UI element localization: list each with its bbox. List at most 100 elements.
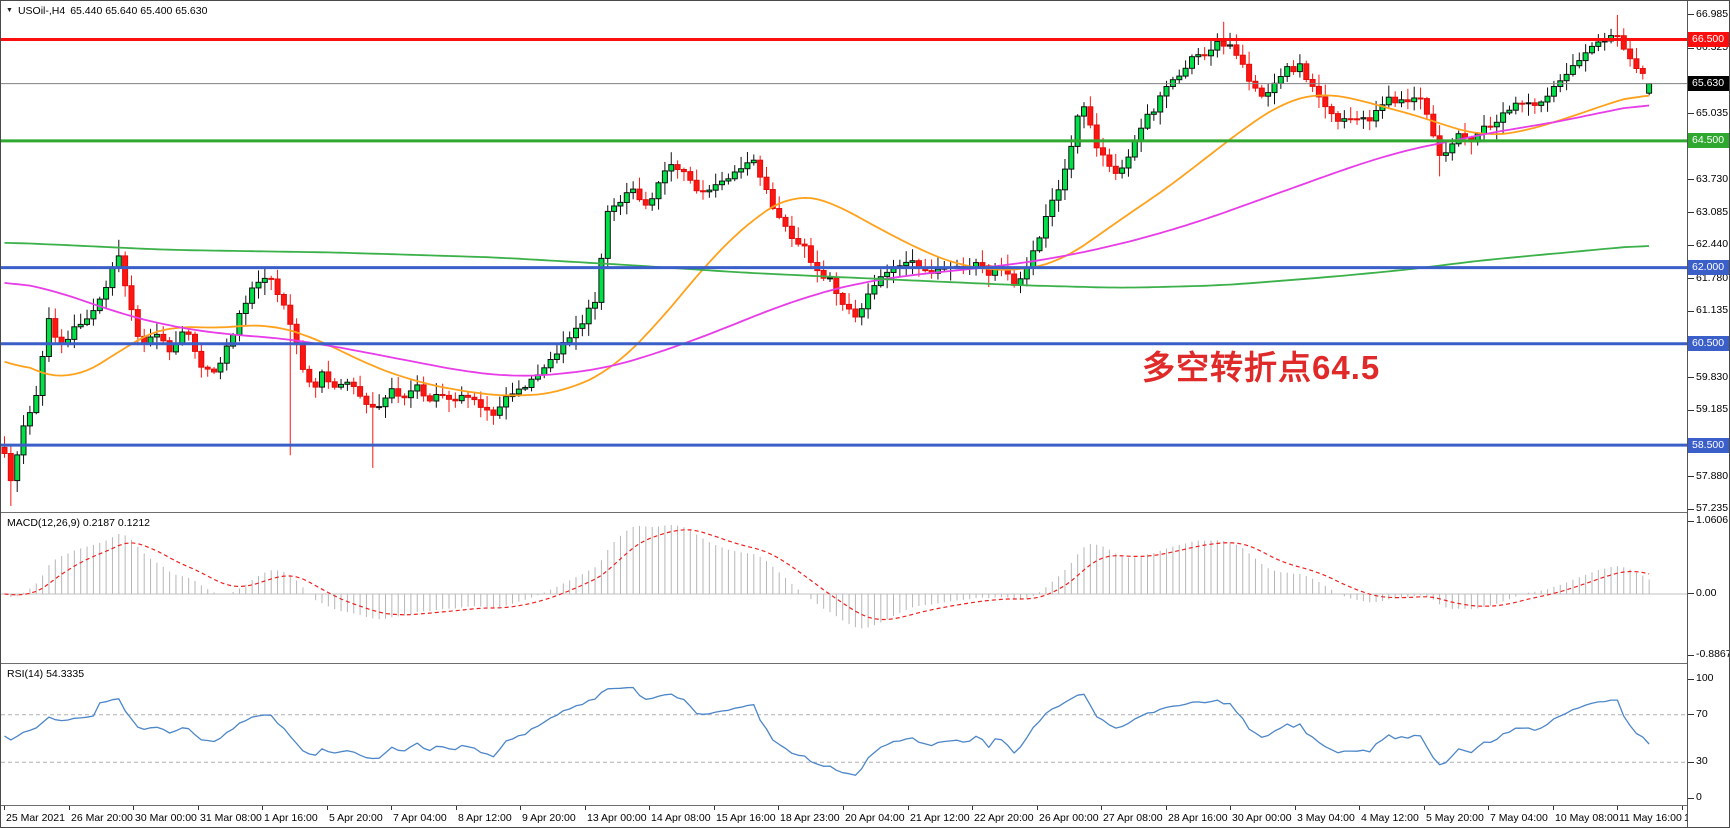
price-axis-tick: [1688, 245, 1694, 246]
chart-title-bar: ▼ USOil-,H4 65.440 65.640 65.400 65.630: [6, 5, 207, 17]
time-axis-tick: [1359, 806, 1360, 810]
time-axis-label: 27 Apr 08:00: [1103, 812, 1163, 824]
time-axis-label: 26 Apr 00:00: [1039, 812, 1099, 824]
rsi-scale-label: 100: [1696, 672, 1714, 684]
time-axis-tick: [1553, 806, 1554, 810]
ohlc-values: 65.440 65.640 65.400 65.630: [70, 5, 208, 17]
price-axis-label: 63.730: [1696, 173, 1729, 185]
time-axis-tick: [1037, 806, 1038, 810]
time-axis-label: 10 May 08:00: [1555, 812, 1619, 824]
main-chart-canvas[interactable]: [1, 1, 1687, 513]
time-axis-tick: [972, 806, 973, 810]
time-axis-tick: [908, 806, 909, 810]
time-axis-tick: [456, 806, 457, 810]
price-axis-label: 57.235: [1696, 502, 1729, 514]
chart-text-annotation[interactable]: 多空转折点64.5: [1142, 349, 1381, 386]
rsi-canvas[interactable]: [1, 664, 1687, 805]
price-axis-tick: [1688, 410, 1694, 411]
time-axis-tick: [1424, 806, 1425, 810]
time-axis-label: 14 Apr 08:00: [651, 812, 711, 824]
rsi-scale-tick: [1688, 762, 1694, 763]
time-axis-tick: [843, 806, 844, 810]
time-axis-tick: [69, 806, 70, 810]
time-axis-label: 7 Apr 04:00: [393, 812, 447, 824]
time-axis-tick: [1488, 806, 1489, 810]
time-axis-label: 21 Apr 12:00: [910, 812, 970, 824]
pane-separator[interactable]: [1, 805, 1729, 806]
price-axis-label: 66.985: [1696, 8, 1729, 20]
time-axis-tick: [520, 806, 521, 810]
rsi-scale-label: 70: [1696, 708, 1708, 720]
time-axis-label: 31 Mar 08:00: [200, 812, 262, 824]
price-axis-label: 57.880: [1696, 470, 1729, 482]
pane-separator[interactable]: [1, 512, 1729, 513]
time-axis-label: 15 Apr 16:00: [716, 812, 776, 824]
time-axis-label: 3 May 04:00: [1297, 812, 1355, 824]
time-axis-tick: [4, 806, 5, 810]
time-axis-label: 22 Apr 20:00: [974, 812, 1034, 824]
time-axis-label: 20 Apr 04:00: [845, 812, 905, 824]
price-axis-tick: [1688, 476, 1694, 477]
time-axis-label: 8 Apr 12:00: [458, 812, 512, 824]
price-axis-tick: [1688, 377, 1694, 378]
price-axis-tick: [1688, 278, 1694, 279]
price-axis-label: 65.035: [1696, 107, 1729, 119]
rsi-scale-label: 30: [1696, 755, 1708, 767]
time-axis-tick: [262, 806, 263, 810]
macd-scale-label: 1.0606: [1696, 514, 1729, 526]
time-axis-label: 7 May 04:00: [1490, 812, 1548, 824]
macd-scale-tick: [1688, 521, 1694, 522]
price-axis-divider: [1687, 1, 1688, 827]
price-axis-label: 59.185: [1696, 403, 1729, 415]
macd-scale-tick: [1688, 593, 1694, 594]
rsi-indicator-label: RSI(14) 54.3335: [7, 668, 85, 680]
time-axis-tick: [1295, 806, 1296, 810]
time-axis-tick: [198, 806, 199, 810]
time-axis-label: 1 Apr 16:00: [264, 812, 318, 824]
time-axis-tick: [1230, 806, 1231, 810]
symbol-period-label: USOil-,H4: [17, 5, 66, 17]
macd-indicator-label: MACD(12,26,9) 0.2187 0.1212: [7, 517, 151, 529]
macd-scale-tick: [1688, 655, 1694, 656]
symbol-dropdown-icon[interactable]: ▼: [6, 6, 13, 14]
time-axis-label: 5 May 20:00: [1426, 812, 1484, 824]
price-level-box: 60.500: [1688, 336, 1729, 351]
price-axis-label: 61.135: [1696, 304, 1729, 316]
price-level-box: 58.500: [1688, 438, 1729, 453]
time-axis-label: 26 Mar 20:00: [71, 812, 133, 824]
time-axis-label: 30 Apr 00:00: [1232, 812, 1292, 824]
rsi-scale-tick: [1688, 714, 1694, 715]
price-axis-label: 63.085: [1696, 206, 1729, 218]
time-axis-label: 18 Apr 23:00: [780, 812, 840, 824]
time-axis-label: 25 Mar 2021: [6, 812, 65, 824]
time-axis-label: 11 May 16:00: [1619, 812, 1682, 824]
pane-separator[interactable]: [1, 663, 1729, 664]
price-axis-tick: [1688, 113, 1694, 114]
time-axis-tick: [1682, 806, 1683, 810]
price-level-box: 66.500: [1688, 32, 1729, 47]
time-axis-label: 5 Apr 20:00: [329, 812, 383, 824]
price-axis-label: 59.830: [1696, 371, 1729, 383]
price-axis-tick: [1688, 48, 1694, 49]
time-axis-label: 9 Apr 20:00: [522, 812, 576, 824]
price-level-box: 62.000: [1688, 260, 1729, 275]
time-axis-tick: [714, 806, 715, 810]
rsi-scale-tick: [1688, 679, 1694, 680]
macd-scale-label: -0.8867: [1696, 648, 1730, 660]
price-axis-label: 62.440: [1696, 238, 1729, 250]
price-axis-tick: [1688, 212, 1694, 213]
time-axis-tick: [1617, 806, 1618, 810]
time-axis-tick: [391, 806, 392, 810]
time-axis-tick: [1101, 806, 1102, 810]
time-axis-tick: [1166, 806, 1167, 810]
time-axis-label: 28 Apr 16:00: [1168, 812, 1228, 824]
time-axis-tick: [778, 806, 779, 810]
rsi-scale-tick: [1688, 798, 1694, 799]
price-axis-tick: [1688, 311, 1694, 312]
time-axis-label: 13 Apr 00:00: [587, 812, 647, 824]
macd-canvas[interactable]: [1, 513, 1687, 663]
time-axis-tick: [585, 806, 586, 810]
price-axis-tick: [1688, 509, 1694, 510]
time-axis-label: 30 Mar 00:00: [135, 812, 197, 824]
